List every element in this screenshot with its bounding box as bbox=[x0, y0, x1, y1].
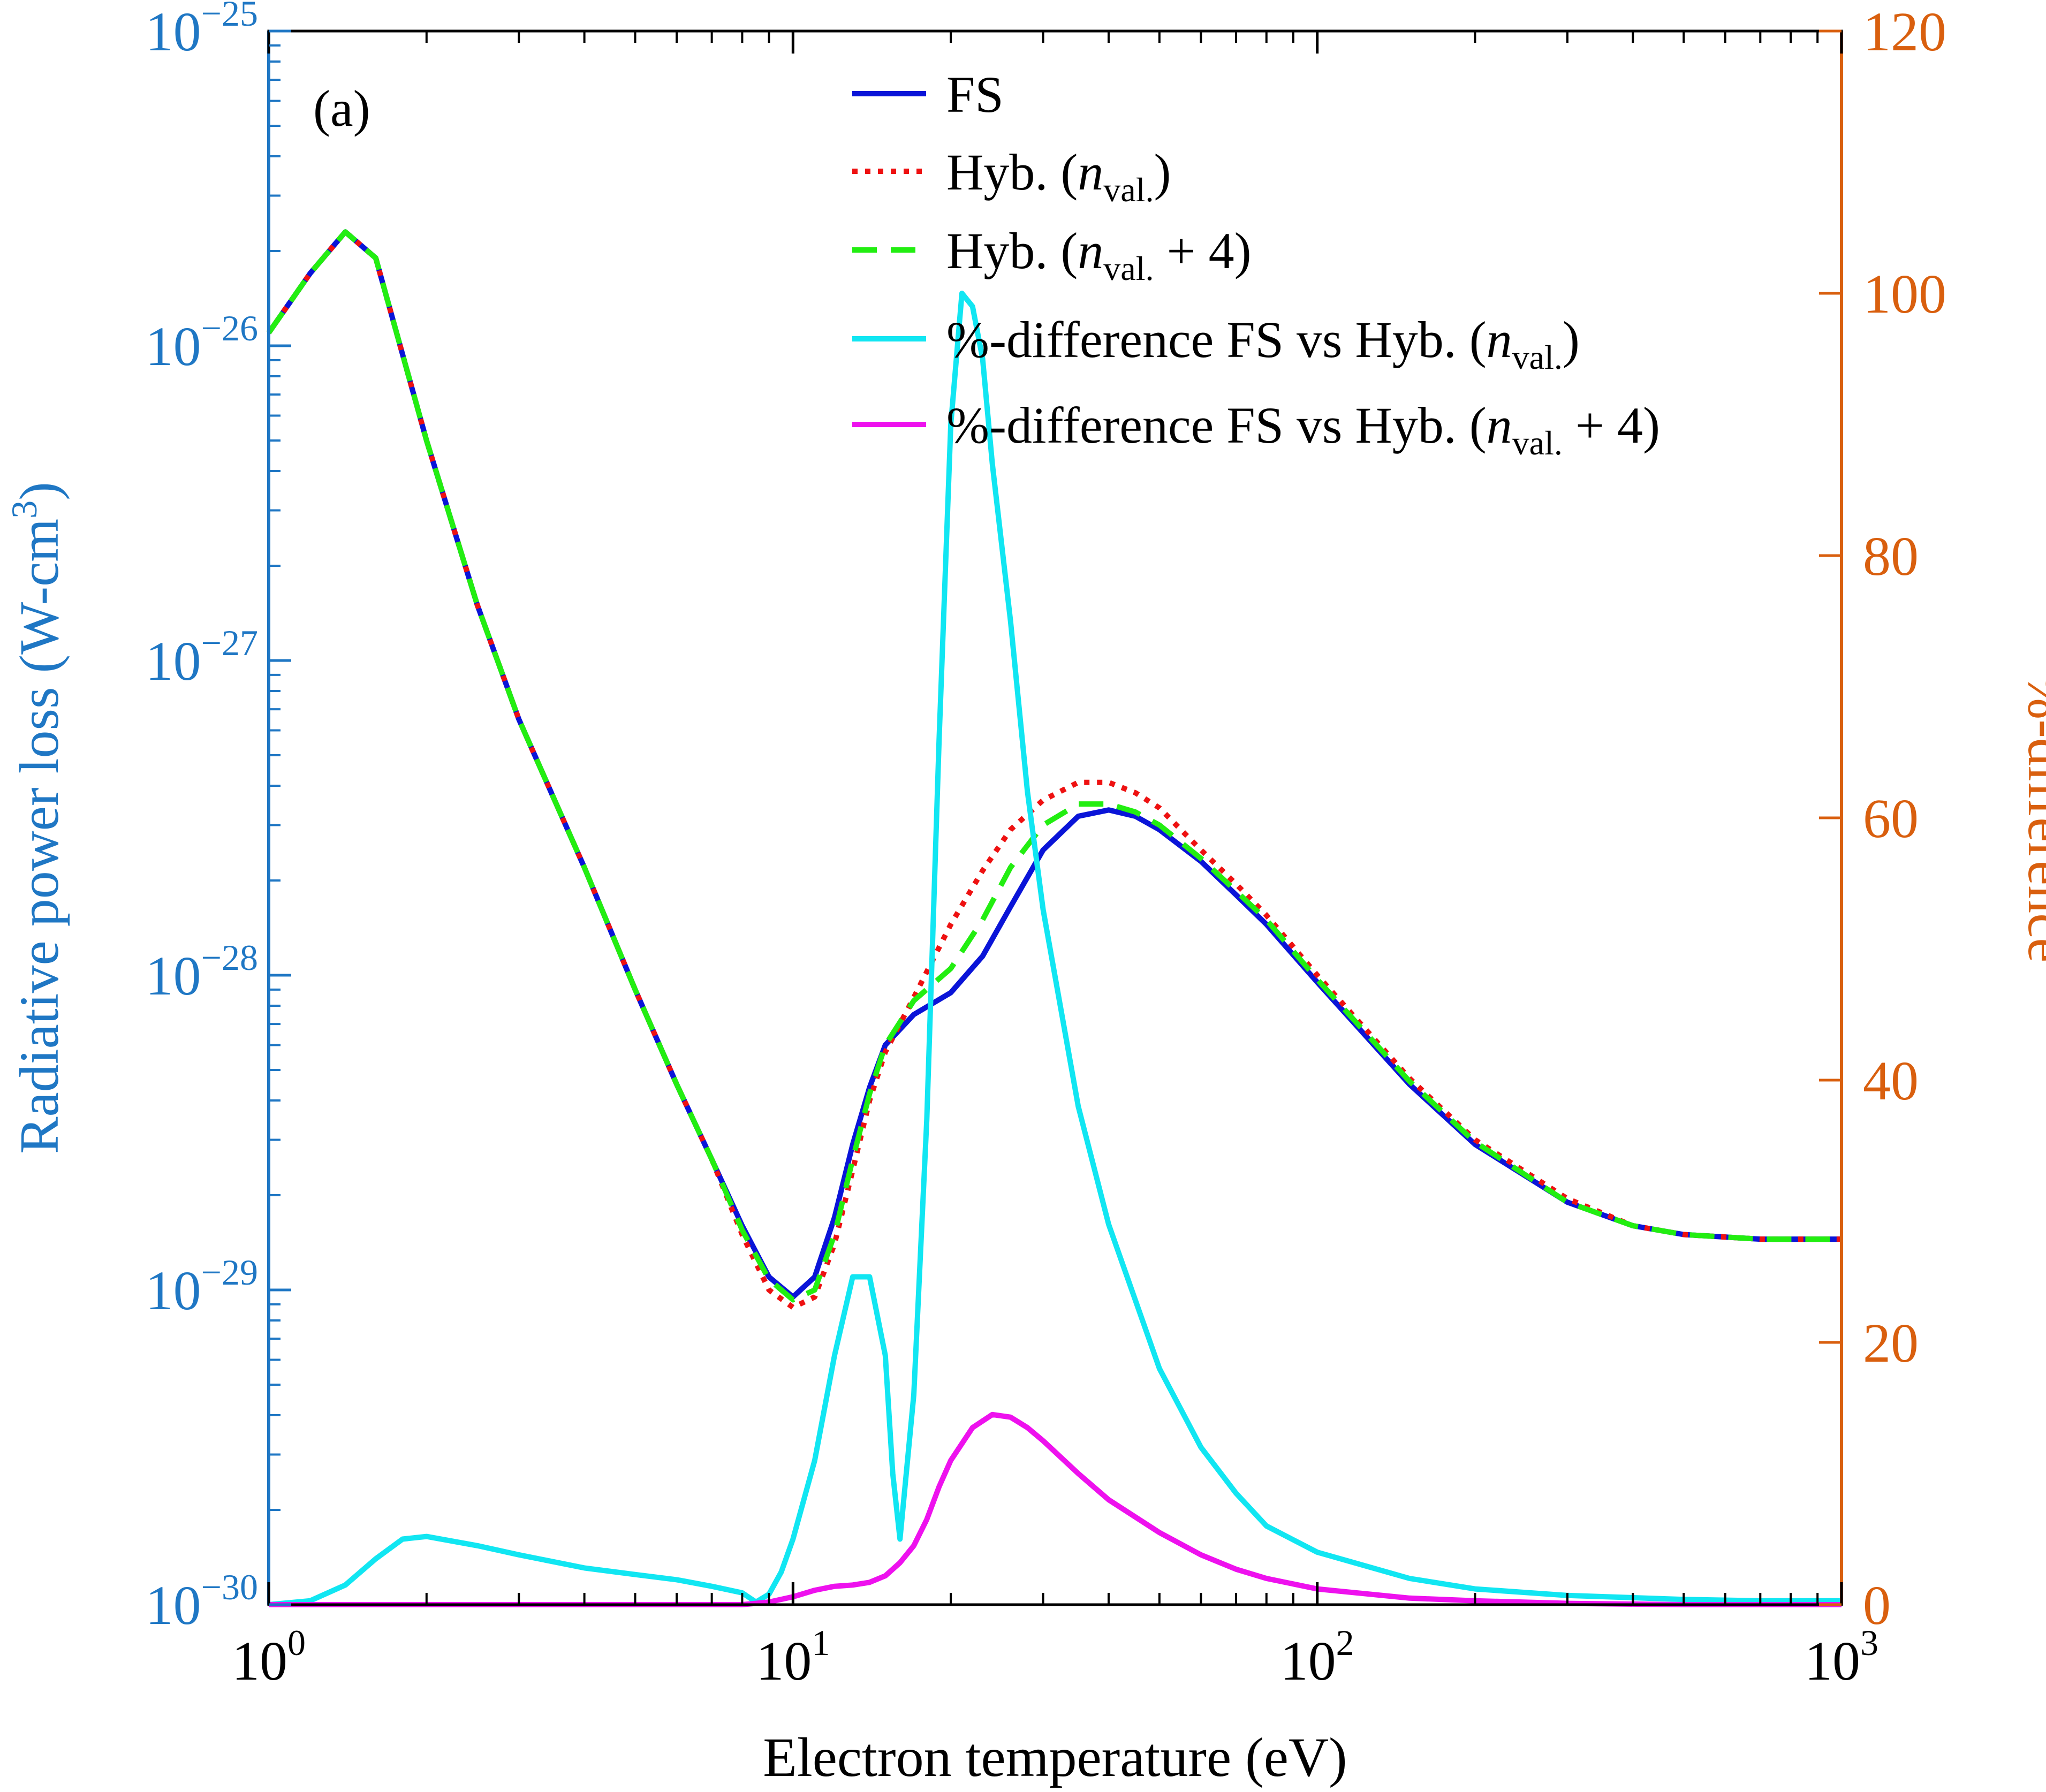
y-left-tick-label: 10−27 bbox=[146, 622, 258, 692]
ticks-layer: 100 101 102 103 10−25 10−26 10−27 10−28 10−29 10−… bbox=[146, 0, 1946, 1692]
y-left-title-text: Radiative power loss (W-cm bbox=[9, 519, 70, 1154]
y-right-tick-label: 0 bbox=[1863, 1575, 1891, 1636]
y-right-tick-label: 60 bbox=[1863, 788, 1919, 849]
series-line-pdiff_hyb4 bbox=[269, 1411, 1842, 1607]
series-line-hyb4 bbox=[266, 229, 1842, 1303]
x-axis-title: Electron temperature (eV) bbox=[763, 1727, 1347, 1788]
legend-label-pdiff_hyb4: %-difference FS vs Hyb. (nval. + 4) bbox=[946, 397, 1660, 462]
legend-label-fs: FS bbox=[946, 66, 1004, 123]
legend-label-pdiff_hyb: %-difference FS vs Hyb. (nval.) bbox=[946, 311, 1580, 376]
y-right-tick-label: 40 bbox=[1863, 1050, 1919, 1112]
legend-label-hyb4: Hyb. (nval. + 4) bbox=[946, 222, 1252, 287]
x-tick-label: 101 bbox=[756, 1622, 830, 1692]
y-left-tick-label: 10−29 bbox=[146, 1252, 258, 1322]
legend: FS Hyb. (nval.) Hyb. (nval. + 4) %-differen… bbox=[852, 66, 1660, 462]
y-right-tick-label: 80 bbox=[1863, 526, 1919, 587]
y-left-tick-label: 10−25 bbox=[146, 0, 258, 63]
legend-label-hyb: Hyb. (nval.) bbox=[946, 143, 1171, 209]
series-line-pdiff_hyb bbox=[268, 291, 1842, 1607]
panel-label: (a) bbox=[313, 80, 370, 137]
y-left-tick-label: 10−28 bbox=[146, 937, 258, 1007]
y-left-tick-label: 10−26 bbox=[146, 308, 258, 377]
x-tick-label: 103 bbox=[1805, 1622, 1878, 1692]
y-left-title-superscript: 3 bbox=[4, 500, 44, 519]
y-right-tick-label: 120 bbox=[1863, 1, 1946, 63]
y-right-axis-title: %-difference bbox=[2017, 673, 2046, 963]
x-tick-label: 102 bbox=[1280, 1622, 1354, 1692]
series-layer bbox=[266, 229, 1842, 1607]
y-right-tick-label: 20 bbox=[1863, 1312, 1919, 1374]
y-left-tick-label: 10−30 bbox=[146, 1567, 258, 1636]
y-left-title-close: ) bbox=[9, 482, 70, 500]
x-tick-label: 100 bbox=[232, 1622, 306, 1692]
y-right-tick-label: 100 bbox=[1863, 263, 1946, 325]
y-left-axis-title: Radiative power loss (W-cm3) bbox=[4, 482, 70, 1154]
